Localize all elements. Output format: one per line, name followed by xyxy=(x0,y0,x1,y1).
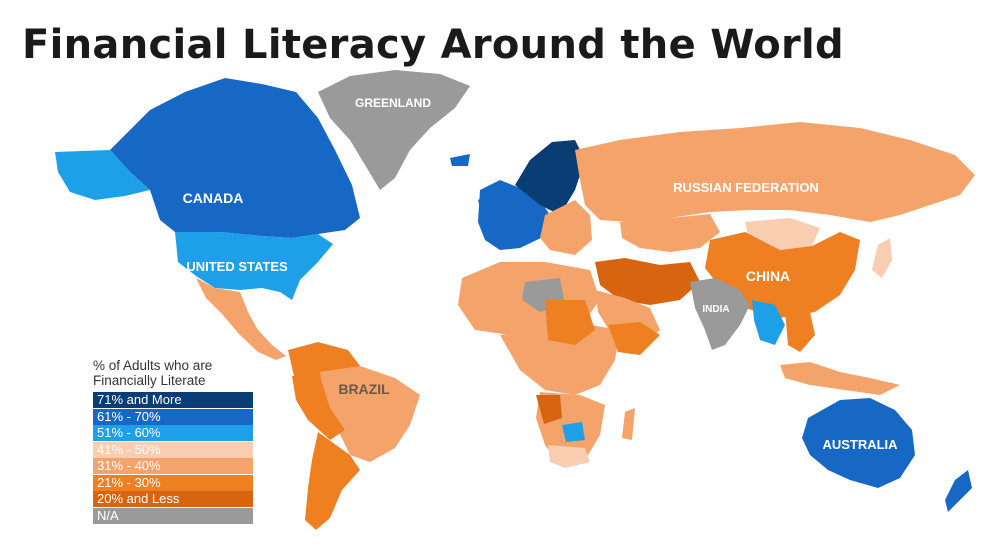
label-china: CHINA xyxy=(746,268,790,284)
region-zimbabwe[interactable] xyxy=(562,422,585,442)
region-nordics[interactable] xyxy=(515,140,585,215)
legend-title-line1: % of Adults who are xyxy=(93,358,213,373)
region-iceland[interactable] xyxy=(450,154,470,166)
region-angola[interactable] xyxy=(536,395,562,424)
legend-item: 41% - 50% xyxy=(93,441,253,458)
label-greenland: GREENLAND xyxy=(355,96,431,110)
region-mexico[interactable] xyxy=(196,278,286,360)
region-united-states[interactable] xyxy=(175,232,333,300)
region-australia[interactable] xyxy=(802,398,915,488)
region-central-africa[interactable] xyxy=(500,325,620,395)
legend-item: N/A xyxy=(93,507,253,524)
legend-item: 20% and Less xyxy=(93,491,253,507)
region-eastern-europe[interactable] xyxy=(540,200,592,255)
region-alaska[interactable] xyxy=(55,150,150,200)
label-canada: CANADA xyxy=(183,190,244,206)
label-united-states: UNITED STATES xyxy=(186,259,288,274)
legend-title: % of Adults who are Financially Literate xyxy=(93,358,253,388)
region-kazakhstan[interactable] xyxy=(620,214,720,252)
region-south-africa[interactable] xyxy=(548,445,590,468)
label-australia: AUSTRALIA xyxy=(822,437,898,452)
legend-items: 71% and More 61% - 70% 51% - 60% 41% - 50% 3… xyxy=(93,392,253,524)
region-horn-africa[interactable] xyxy=(608,322,660,355)
legend-item: 71% and More xyxy=(93,392,253,408)
legend-title-line2: Financially Literate xyxy=(93,373,206,388)
region-india[interactable] xyxy=(690,278,750,350)
legend-item: 21% - 30% xyxy=(93,474,253,491)
region-madagascar[interactable] xyxy=(622,408,635,440)
legend-item: 51% - 60% xyxy=(93,425,253,441)
label-india: INDIA xyxy=(702,304,729,315)
region-middle-east[interactable] xyxy=(595,258,700,305)
region-indonesia[interactable] xyxy=(780,362,900,395)
region-argentina-chile[interactable] xyxy=(305,432,360,530)
region-greenland[interactable] xyxy=(318,70,470,190)
region-japan[interactable] xyxy=(872,238,892,278)
legend-item: 31% - 40% xyxy=(93,458,253,474)
region-sudan[interactable] xyxy=(545,300,595,345)
region-russia[interactable] xyxy=(575,122,975,222)
region-southeast-asia[interactable] xyxy=(752,300,785,345)
region-new-zealand[interactable] xyxy=(945,470,972,512)
region-brazil[interactable] xyxy=(320,366,420,462)
region-canada[interactable] xyxy=(110,78,360,238)
region-peru[interactable] xyxy=(292,376,345,440)
region-indochina[interactable] xyxy=(785,310,815,352)
label-brazil: BRAZIL xyxy=(338,381,390,397)
label-russia: RUSSIAN FEDERATION xyxy=(673,180,819,195)
legend: % of Adults who are Financially Literate… xyxy=(93,358,253,524)
map-title: Financial Literacy Around the World xyxy=(22,22,844,68)
legend-item: 61% - 70% xyxy=(93,408,253,425)
region-uk[interactable] xyxy=(478,192,496,222)
